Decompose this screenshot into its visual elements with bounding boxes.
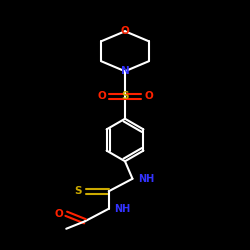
Text: S: S xyxy=(121,91,129,101)
Text: S: S xyxy=(75,186,82,196)
Text: O: O xyxy=(97,91,106,101)
Text: O: O xyxy=(144,91,153,101)
Text: O: O xyxy=(54,209,63,219)
Text: N: N xyxy=(120,66,130,76)
Text: NH: NH xyxy=(138,174,154,184)
Text: O: O xyxy=(120,26,130,36)
Text: NH: NH xyxy=(114,204,130,214)
